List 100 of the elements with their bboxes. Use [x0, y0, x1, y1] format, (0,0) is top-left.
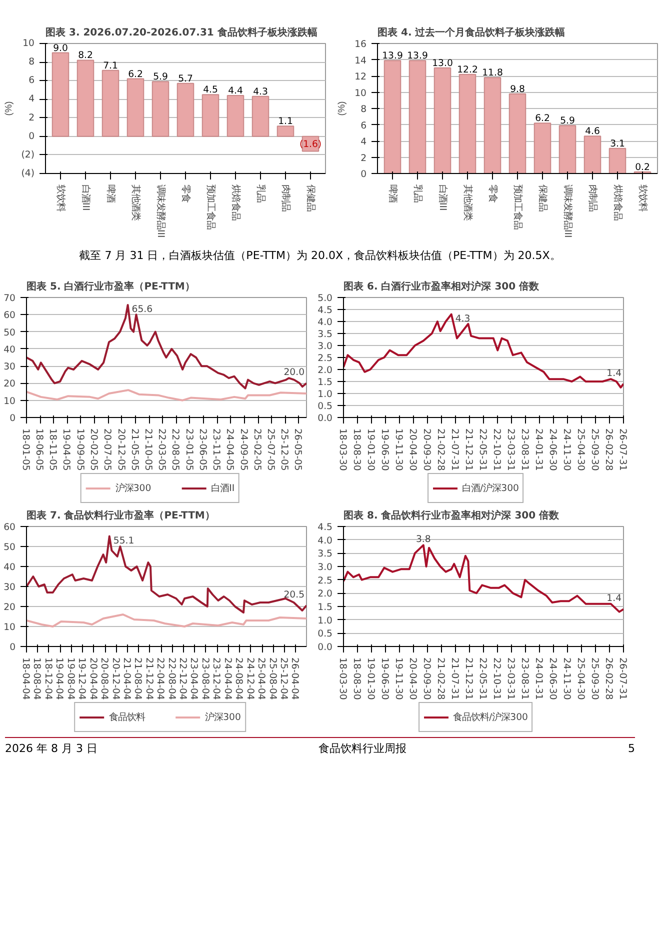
x-tick-label: 24-06-30 [547, 658, 558, 700]
data-label: 4.3 [253, 86, 268, 98]
bar [408, 60, 426, 174]
x-tick-label: 24-11-30 [561, 428, 572, 471]
x-tick-label: 25-09-30 [589, 658, 600, 700]
data-label: 1.1 [278, 116, 293, 128]
x-tick-label: 19-09-05 [74, 428, 86, 471]
x-tick-label: 21-12-04 [143, 658, 154, 700]
x-tick-label: 25-04-30 [574, 428, 586, 471]
bar [608, 148, 626, 174]
x-tick-label: 零食 [180, 184, 191, 202]
x-tick-label: 19-04-04 [54, 658, 65, 700]
chart-title: 图表 8. 食品饮料行业市盈率相对沪深 300 倍数 [344, 510, 560, 522]
y-tick-label: 2.5 [318, 353, 333, 364]
x-tick-label: 18-08-04 [31, 658, 42, 700]
x-tick-label: 保健品 [537, 184, 548, 212]
bar [558, 125, 576, 174]
x-tick-label: 20-08-04 [98, 658, 110, 700]
x-tick-label: 26-02-28 [602, 428, 614, 471]
y-tick-label: 0 [28, 130, 35, 142]
x-tick-label: 23-03-31 [505, 658, 516, 700]
y-tick-label: 5.0 [318, 293, 333, 304]
chart-title: 图表 5. 白酒行业市盈率（PE-TTM） [26, 280, 195, 292]
data-label: 3.1 [610, 138, 625, 150]
y-tick-label: 1.5 [318, 377, 333, 388]
line-series [26, 389, 306, 402]
y-tick-label: 8 [360, 104, 367, 115]
x-tick-label: 22-10-31 [491, 428, 502, 471]
data-label: 8.2 [78, 50, 93, 62]
y-tick-label: 0.5 [318, 628, 333, 640]
bar [152, 81, 170, 137]
legend-label: 食品饮料 [109, 710, 146, 724]
x-tick-label: 25-04-04 [256, 658, 267, 700]
x-tick-label: 预加工食品 [512, 184, 523, 230]
text: 截至 7 月 31 日，白酒板块估值（PE-TTM）为 20.0X，食品饮料板块估值（PE-TTM）为 20.5X。 [79, 248, 561, 264]
x-tick-label: 24-04-04 [222, 658, 233, 700]
line-series [26, 614, 306, 628]
bar [126, 78, 144, 137]
x-tick-label: 21-05-05 [128, 428, 140, 471]
x-tick-label: 18-12-04 [42, 658, 54, 700]
y-tick-label: 4 [360, 136, 367, 148]
x-tick-label: 20-04-04 [87, 658, 98, 700]
bar [52, 52, 70, 137]
x-tick-label: 乳品 [255, 184, 266, 202]
data-label: 6.2 [535, 113, 550, 124]
bar [102, 70, 120, 137]
y-tick-label: 1.0 [318, 615, 333, 626]
x-tick-label: 19-12-04 [76, 658, 88, 700]
bar [584, 136, 602, 174]
x-tick-label: 26-02-28 [602, 658, 614, 700]
x-tick-label: 26-05-05 [292, 428, 304, 471]
data-label: (1.6) [299, 139, 322, 150]
data-label: 5.9 [560, 116, 575, 127]
x-tick-label: 26-07-31 [617, 428, 628, 471]
x-tick-label: 23-08-04 [199, 658, 210, 700]
x-tick-label: 22-03-05 [156, 428, 168, 471]
x-tick-label: 19-01-30 [365, 658, 376, 700]
y-tick-label: 10 [4, 622, 16, 633]
x-tick-label: 肉制品 [280, 184, 291, 212]
data-label: 12.2 [457, 64, 478, 76]
x-tick-label: 19-01-30 [365, 428, 376, 471]
y-tick-label: 50 [4, 327, 16, 338]
x-tick-label: 20-09-30 [421, 428, 432, 471]
data-label: 9.8 [510, 84, 525, 95]
y-tick-label: 60 [4, 522, 16, 533]
x-tick-label: 25-02-05 [252, 428, 263, 471]
y-tick-label: 60 [4, 310, 16, 322]
x-tick-label: 18-03-30 [337, 658, 348, 700]
x-tick-label: 23-03-31 [505, 428, 516, 471]
y-tick-label: 2.0 [318, 365, 333, 376]
x-tick-label: 20-09-30 [421, 658, 432, 700]
y-tick-label: 0.0 [318, 413, 333, 424]
x-tick-label: 预加工食品 [205, 184, 216, 230]
x-tick-label: 21-08-04 [132, 658, 144, 700]
x-tick-label: 20-12-05 [115, 428, 126, 471]
y-tick-label: 2 [28, 112, 35, 124]
bar [484, 77, 502, 174]
x-tick-label: 22-12-04 [177, 658, 188, 700]
bar [534, 122, 552, 174]
chart-title: 图表 6. 白酒行业市盈率相对沪深 300 倍数 [344, 280, 540, 292]
x-tick-label: 19-06-30 [379, 658, 390, 700]
annotation: 65.6 [132, 304, 153, 316]
x-tick-label: 22-10-31 [491, 658, 502, 700]
x-tick-label: 21-12-31 [463, 658, 474, 700]
x-tick-label: 20-04-30 [407, 658, 418, 700]
y-tick-label: 16 [354, 39, 367, 50]
bar [508, 93, 526, 174]
x-tick-label: 21-04-04 [120, 658, 132, 700]
x-tick-label: 22-08-04 [166, 658, 177, 700]
x-tick-label: 18-03-30 [337, 428, 348, 471]
x-tick-label: 25-09-30 [589, 428, 600, 471]
annotation: 1.4 [606, 368, 622, 379]
x-tick-label: 23-06-05 [196, 428, 208, 471]
y-tick-label: 8 [28, 56, 35, 68]
legend-label: 白酒/沪深300 [462, 482, 519, 494]
x-tick-label: 20-04-30 [407, 428, 418, 471]
chart-title: 图表 3. 2026.07.20-2026.07.31 食品饮料子板块涨跌幅 [46, 26, 318, 38]
x-tick-label: 软饮料 [637, 184, 648, 212]
y-tick-label: 40 [4, 562, 16, 573]
annotation: 1.4 [606, 593, 622, 604]
